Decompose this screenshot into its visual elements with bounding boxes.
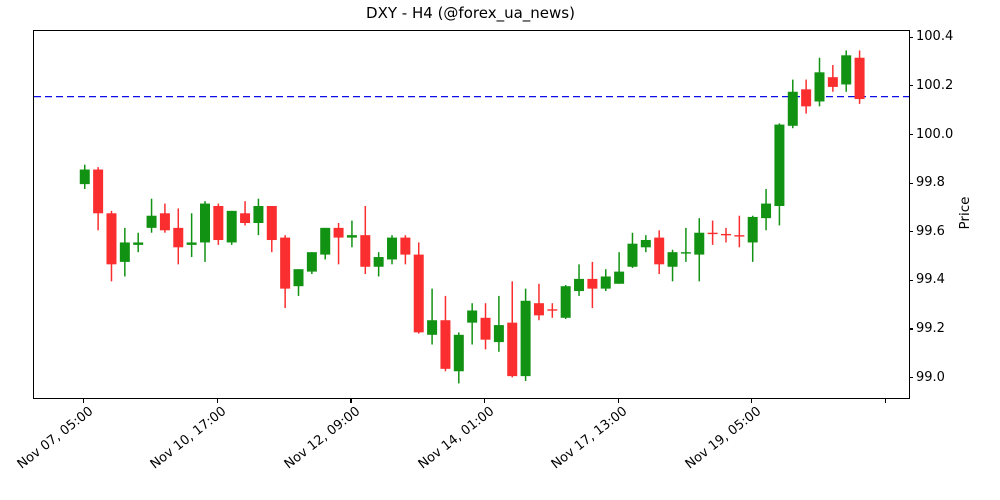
y-tick-label: 99.2 <box>916 320 945 336</box>
candle-body-down <box>106 213 117 265</box>
y-tick-mark <box>909 231 913 233</box>
y-axis-label: Price <box>957 196 973 230</box>
candle-body-down <box>213 205 224 241</box>
candle-body-down <box>159 213 170 231</box>
candle-body-up <box>320 227 331 255</box>
candle-body-up <box>226 210 237 243</box>
x-tick-label: Nov 19, 05:00 <box>682 404 764 473</box>
x-tick-label: Nov 12, 09:00 <box>281 404 364 473</box>
x-tick-label: Nov 17, 13:00 <box>548 404 631 473</box>
candle-body-up <box>680 252 691 254</box>
candle-body-up <box>253 205 264 224</box>
plot-area <box>33 30 910 399</box>
candle-body-down <box>333 227 344 238</box>
candle-body-up <box>119 242 130 262</box>
candle-body-down <box>827 77 838 87</box>
y-tick-mark <box>909 182 913 184</box>
candle-body-down <box>734 235 745 237</box>
candle-body-up <box>627 243 638 267</box>
candle-body-down <box>440 320 451 369</box>
candle-body-up <box>841 55 852 85</box>
candle-body-up <box>747 216 758 243</box>
candle-body-down <box>654 237 665 265</box>
candle-body-up <box>427 320 438 335</box>
candle-body-up <box>667 252 678 267</box>
candlestick-chart <box>34 50 909 384</box>
x-tick-label: Nov 07, 05:00 <box>14 404 96 473</box>
y-tick-label: 100.4 <box>916 29 954 45</box>
candle-body-down <box>854 57 865 100</box>
candle-body-up <box>146 215 157 228</box>
candle-body-down <box>266 205 277 241</box>
candle-body-up <box>493 325 504 343</box>
candle-body-up <box>600 276 611 289</box>
candle-body-up <box>133 242 144 245</box>
candle-body-down <box>801 89 812 107</box>
y-tick-label: 99.0 <box>916 369 945 385</box>
candle-body-up <box>520 300 531 377</box>
y-tick-label: 99.4 <box>916 272 945 288</box>
candle-body-up <box>306 252 317 272</box>
candle-body-up <box>373 257 384 267</box>
candle-body-up <box>560 286 571 318</box>
chart-title: DXY - H4 (@forex_ua_news) <box>366 4 575 22</box>
candle-body-down <box>480 317 491 340</box>
candle-body-up <box>199 203 210 243</box>
candle-body-up <box>614 271 625 284</box>
candle-body-up <box>761 203 772 219</box>
x-tick-mark <box>483 398 486 403</box>
candle-body-down <box>360 235 371 267</box>
y-tick-label: 100.0 <box>916 126 954 142</box>
candle-body-up <box>453 334 464 372</box>
candle-body-down <box>507 322 518 377</box>
candle-body-up <box>814 72 825 102</box>
y-tick-label: 100.2 <box>916 77 954 93</box>
y-tick-mark <box>909 133 913 136</box>
candle-body-down <box>400 237 411 255</box>
candle-body-up <box>346 235 357 238</box>
x-tick-mark <box>884 398 886 403</box>
y-tick-mark <box>909 328 913 330</box>
x-tick-mark <box>617 398 619 403</box>
x-tick-mark <box>216 398 218 403</box>
y-tick-mark <box>909 36 913 38</box>
candle-body-down <box>240 213 251 224</box>
candle-body-up <box>574 278 585 292</box>
candle-body-up <box>186 242 197 245</box>
candle-body-down <box>533 303 544 316</box>
y-tick-mark <box>909 85 913 87</box>
candle-body-down <box>413 254 424 333</box>
y-tick-mark <box>909 279 913 281</box>
candle-body-down <box>173 227 184 248</box>
candle-body-down <box>547 309 558 311</box>
candle-body-down <box>707 232 718 235</box>
candle-body-down <box>93 169 104 214</box>
candle-body-down <box>280 237 291 289</box>
candle-body-down <box>587 278 598 289</box>
y-tick-label: 99.6 <box>916 223 945 239</box>
candle-body-up <box>640 240 651 248</box>
candle-body-down <box>720 233 731 236</box>
candle-body-up <box>293 269 304 287</box>
candle-body-up <box>79 169 90 185</box>
x-tick-mark <box>350 398 352 403</box>
candle-body-up <box>387 237 398 260</box>
candle-body-up <box>694 232 705 255</box>
x-tick-label: Nov 10, 17:00 <box>148 404 230 473</box>
candle-body-up <box>467 310 478 323</box>
y-tick-mark <box>909 376 913 379</box>
candle-body-up <box>774 124 785 206</box>
candle-body-up <box>787 91 798 126</box>
x-tick-mark <box>751 398 753 403</box>
x-tick-mark <box>83 398 85 403</box>
y-tick-label: 99.8 <box>916 175 945 191</box>
x-tick-label: Nov 14, 01:00 <box>415 404 497 473</box>
